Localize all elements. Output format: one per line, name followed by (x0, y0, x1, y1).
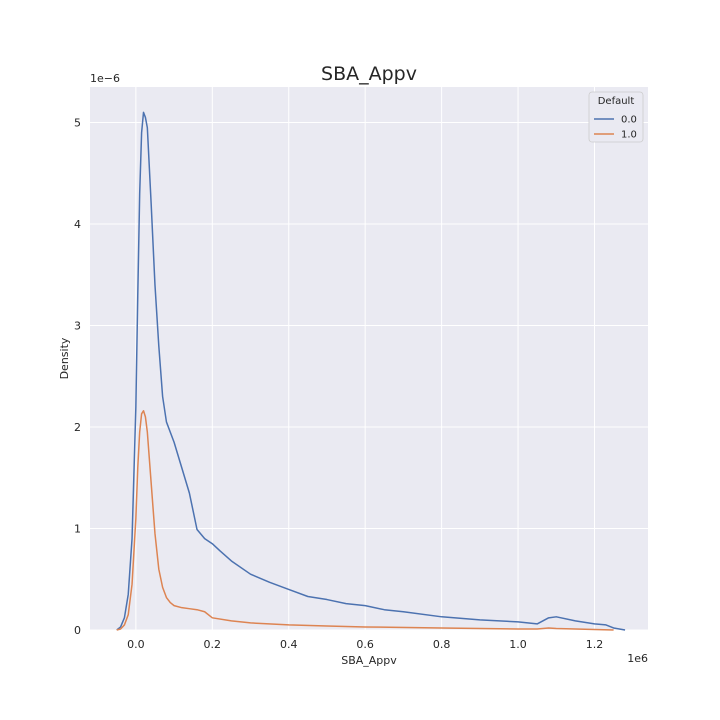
y-tick-label: 5 (74, 117, 81, 130)
x-tick-label: 1.0 (509, 638, 527, 651)
legend-box (588, 91, 644, 143)
legend-items: 0.01.0 (594, 115, 637, 141)
x-tick-label: 0.4 (280, 638, 298, 651)
y-axis-label: Density (58, 337, 71, 379)
legend-label-1-0: 1.0 (621, 130, 637, 141)
y-tick-label: 0 (74, 624, 81, 637)
y-tick-label: 4 (74, 218, 81, 231)
series-line-1-0 (116, 410, 614, 631)
x-tick-label: 0.2 (204, 638, 222, 651)
x-axis-label: SBA_Appv (341, 654, 397, 667)
series-line-0-0 (116, 111, 626, 631)
y-tick-label: 3 (74, 320, 81, 333)
x-tick-label: 0.8 (433, 638, 451, 651)
y-gridlines (90, 122, 648, 631)
x-tick-label: 0.0 (127, 638, 145, 651)
legend-title: Default (598, 96, 635, 107)
legend-label-0-0: 0.0 (621, 115, 637, 126)
y-tick-label: 2 (74, 421, 81, 434)
y-axis-offset-text: 1e−6 (90, 72, 120, 85)
x-axis-offset-text: 1e6 (627, 652, 648, 665)
legend: Default 0.01.0 (588, 91, 644, 143)
chart-title: SBA_Appv (321, 63, 417, 85)
y-tick-label: 1 (74, 523, 81, 536)
y-tick-labels: 0 1 2 3 4 5 (74, 117, 81, 637)
series-layer (116, 111, 626, 631)
x-tick-label: 0.6 (356, 638, 374, 651)
x-tick-label: 1.2 (586, 638, 604, 651)
x-tick-labels: 0.0 0.2 0.4 0.6 0.8 1.0 1.2 (127, 638, 603, 651)
plot-area (90, 87, 648, 630)
x-gridlines (135, 87, 595, 630)
